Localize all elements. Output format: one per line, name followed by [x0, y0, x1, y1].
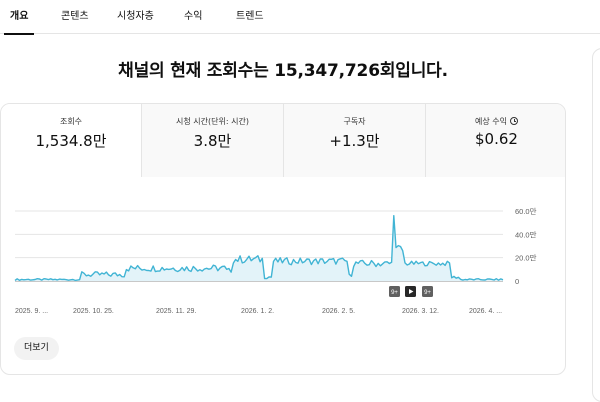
views-chart: 0 20.0만 40.0만 60.0만 2025. 9. ... 2025. 10. 2…: [14, 207, 537, 315]
play-icon[interactable]: [405, 286, 416, 297]
chart-controls: 9+ 9+: [389, 286, 433, 297]
metric-watch-time[interactable]: 시청 시간(단위: 시간) 3.8만: [141, 104, 283, 177]
tab-content[interactable]: 콘텐츠: [61, 11, 89, 22]
y-tick-label: 60.0만: [515, 207, 537, 216]
series-line: [14, 214, 504, 282]
series-area: [15, 215, 503, 281]
tab-audience[interactable]: 시청자층: [117, 11, 154, 22]
tab-bar: 개요 콘텐츠 시청자층 수익 트렌드: [0, 0, 600, 35]
overview-card: 조회수 1,534.8만 시청 시간(단위: 시간) 3.8만 구독자 +1.3…: [0, 103, 566, 375]
x-tick-label: 2025. 11. 29.: [156, 308, 196, 315]
metric-estimated-revenue[interactable]: 예상 수익 $0.62: [425, 104, 565, 177]
badge-label: 9+: [391, 290, 398, 296]
x-tick-label: 2025. 9. ...: [15, 308, 48, 315]
x-tick-label: 2026. 2. 5.: [322, 308, 355, 315]
metric-views[interactable]: 조회수 1,534.8만: [1, 104, 141, 177]
metric-value: $0.62: [475, 130, 518, 148]
badge-label: 9+: [424, 290, 431, 296]
metric-value: 1,534.8만: [35, 132, 107, 150]
page-title: 채널의 현재 조회수는 15,347,726회입니다.: [118, 61, 448, 81]
y-tick-label: 40.0만: [515, 230, 537, 239]
metric-value: 3.8만: [193, 132, 232, 150]
y-tick-label: 0: [515, 277, 519, 286]
clock-icon: [509, 117, 518, 125]
metric-label: 시청 시간(단위: 시간): [176, 117, 249, 126]
metric-label-text: 예상 수익: [475, 117, 507, 126]
x-tick-label: 2026. 1. 2.: [241, 308, 274, 315]
metric-value: +1.3만: [329, 132, 380, 150]
tab-trends[interactable]: 트렌드: [236, 11, 264, 22]
x-tick-label: 2026. 4. ...: [469, 308, 502, 315]
x-tick-label: 2025. 10. 25.: [73, 308, 114, 315]
x-tick-label: 2026. 3. 12.: [402, 308, 439, 315]
metric-subscribers[interactable]: 구독자 +1.3만: [283, 104, 425, 177]
y-axis: 0 20.0만 40.0만 60.0만: [515, 207, 537, 286]
metric-label: 조회수: [59, 117, 83, 126]
tab-revenue[interactable]: 수익: [184, 11, 203, 22]
show-more-button[interactable]: 더보기: [14, 337, 59, 360]
x-axis: 2025. 9. ... 2025. 10. 25. 2025. 11. 29. 20…: [15, 308, 502, 315]
side-panel: [592, 48, 600, 402]
grid-badge-icon[interactable]: 9+: [422, 286, 433, 297]
y-tick-label: 20.0만: [515, 254, 537, 263]
metric-tabs: 조회수 1,534.8만 시청 시간(단위: 시간) 3.8만 구독자 +1.3…: [1, 104, 565, 177]
tab-overview[interactable]: 개요: [3, 0, 35, 35]
metric-label: 구독자: [343, 117, 366, 126]
grid-badge-icon[interactable]: 9+: [389, 286, 400, 297]
metric-label: 예상 수익: [426, 116, 565, 127]
